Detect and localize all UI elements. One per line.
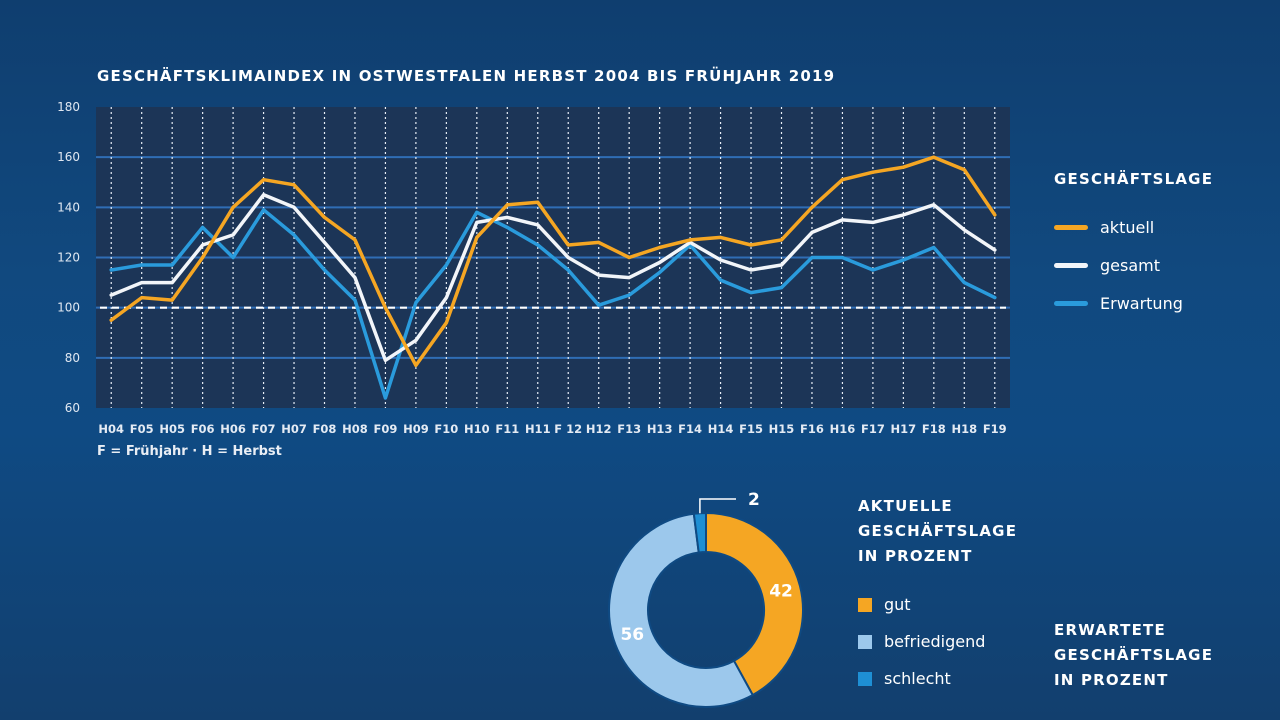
legend-label: Erwartung: [1100, 294, 1183, 313]
legend-swatch-gesamt: [1054, 263, 1088, 268]
donut-swatch-gut: [858, 597, 872, 612]
legend-swatch-erwartung: [1054, 301, 1088, 306]
legend-item-erwartung: Erwartung: [1054, 294, 1183, 313]
expectation-title-line: ERWARTETE: [1054, 621, 1166, 639]
x-tick-label: H13: [647, 422, 673, 436]
x-tick-label: F06: [191, 422, 215, 436]
x-tick-label: H05: [159, 422, 185, 436]
donut-title-line: GESCHÄFTSLAGE: [858, 522, 1018, 540]
donut-legend-gut: gut: [858, 595, 911, 614]
y-tick-label: 80: [65, 351, 80, 365]
legend-label: gesamt: [1100, 256, 1160, 275]
donut-legend-label: befriedigend: [884, 632, 986, 651]
x-tick-label: F 12: [554, 422, 582, 436]
x-tick-label: H07: [281, 422, 307, 436]
x-tick-label: H12: [586, 422, 612, 436]
legend-title: GESCHÄFTSLAGE: [1054, 170, 1214, 188]
donut-data-label: 56: [620, 625, 644, 645]
x-tick-label: H10: [464, 422, 490, 436]
donut-legend-label: gut: [884, 595, 911, 614]
y-tick-label: 140: [57, 200, 80, 214]
donut-title-line: IN PROZENT: [858, 547, 973, 565]
x-tick-label: H17: [891, 422, 917, 436]
x-tick-label: F14: [678, 422, 702, 436]
donut-data-label: 42: [769, 582, 793, 602]
x-tick-label: F05: [130, 422, 154, 436]
x-tick-label: F17: [861, 422, 885, 436]
x-tick-label: F15: [739, 422, 763, 436]
x-tick-label: F08: [313, 422, 337, 436]
y-tick-label: 60: [65, 401, 80, 415]
expectation-title-line: GESCHÄFTSLAGE: [1054, 646, 1214, 664]
donut-callout-line: [699, 498, 736, 514]
axis-footnote: F = Frühjahr · H = Herbst: [97, 444, 282, 459]
x-tick-label: F10: [434, 422, 458, 436]
series-line-aktuell: [109, 155, 997, 368]
legend-label: aktuell: [1100, 218, 1155, 237]
donut-title: AKTUELLE GESCHÄFTSLAGE IN PROZENT: [858, 494, 1058, 569]
legend-item-aktuell: aktuell: [1054, 218, 1154, 237]
series-line-erwartung: [109, 208, 997, 400]
x-tick-label: H09: [403, 422, 429, 436]
chart-title: GESCHÄFTSKLIMAINDEX IN OSTWESTFALEN HERB…: [97, 67, 836, 85]
x-tick-label: H04: [98, 422, 124, 436]
x-tick-label: H08: [342, 422, 368, 436]
donut-slice-schlecht: [692, 511, 707, 554]
x-tick-label: H06: [220, 422, 246, 436]
y-tick-label: 100: [57, 301, 80, 315]
y-tick-label: 120: [57, 251, 80, 265]
x-tick-label: H14: [708, 422, 734, 436]
x-tick-label: F18: [922, 422, 946, 436]
donut-data-label: 2: [748, 490, 760, 510]
donut-slice-gut: [705, 511, 804, 697]
expectation-title-line: IN PROZENT: [1054, 671, 1169, 689]
donut-title-line: AKTUELLE: [858, 497, 953, 515]
expectation-title: ERWARTETE GESCHÄFTSLAGE IN PROZENT: [1054, 618, 1274, 693]
x-tick-label: H11: [525, 422, 551, 436]
x-tick-label: F11: [495, 422, 519, 436]
donut-legend-label: schlecht: [884, 669, 951, 688]
x-tick-label: F16: [800, 422, 824, 436]
y-tick-label: 180: [57, 100, 80, 114]
x-tick-label: H18: [951, 422, 977, 436]
x-tick-label: H16: [830, 422, 856, 436]
legend-swatch-aktuell: [1054, 225, 1088, 230]
series-line-gesamt: [109, 193, 997, 363]
donut-legend-befriedigend: befriedigend: [858, 632, 985, 651]
legend-item-gesamt: gesamt: [1054, 256, 1160, 275]
x-tick-label: F13: [617, 422, 641, 436]
donut-swatch-befriedigend: [858, 634, 872, 649]
donut-legend-schlecht: schlecht: [858, 669, 951, 688]
donut-slice-befriedigend: [608, 512, 755, 708]
x-tick-label: H15: [769, 422, 795, 436]
donut-swatch-schlecht: [858, 671, 872, 686]
x-tick-label: F19: [983, 422, 1007, 436]
x-tick-label: F07: [252, 422, 276, 436]
y-tick-label: 160: [57, 150, 80, 164]
x-tick-label: F09: [374, 422, 398, 436]
